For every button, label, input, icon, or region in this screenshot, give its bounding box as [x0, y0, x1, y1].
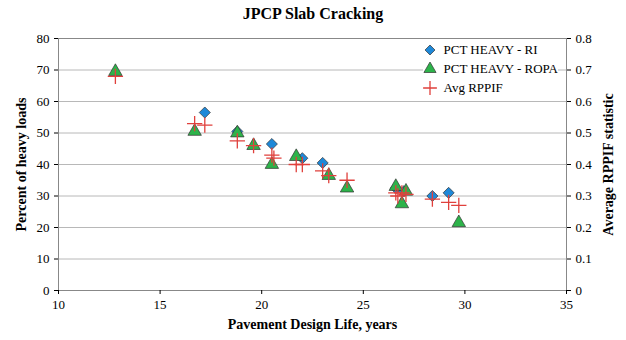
- svg-text:0.1: 0.1: [576, 251, 592, 266]
- svg-text:0.7: 0.7: [576, 62, 593, 77]
- svg-text:30: 30: [37, 188, 50, 203]
- svg-text:0.3: 0.3: [576, 188, 592, 203]
- svg-text:0.5: 0.5: [576, 125, 592, 140]
- svg-text:50: 50: [37, 125, 50, 140]
- svg-text:40: 40: [37, 157, 50, 172]
- svg-text:10: 10: [52, 297, 65, 312]
- svg-text:Percent of heavy loads: Percent of heavy loads: [14, 97, 29, 231]
- svg-text:0.2: 0.2: [576, 220, 592, 235]
- html-text:PCT HEAVY - ROPA: PCT HEAVY - ROPA: [443, 60, 558, 76]
- svg-text:10: 10: [37, 251, 50, 266]
- svg-text:0.6: 0.6: [576, 94, 593, 109]
- svg-text:25: 25: [357, 297, 370, 312]
- svg-text:20: 20: [37, 220, 50, 235]
- svg-text:80: 80: [37, 31, 50, 46]
- svg-text:60: 60: [37, 94, 50, 109]
- svg-text:35: 35: [560, 297, 573, 312]
- svg-text:Pavement Design Life, years: Pavement Design Life, years: [228, 317, 398, 332]
- svg-text:15: 15: [154, 297, 167, 312]
- html-text:JPCP Slab Cracking: JPCP Slab Cracking: [242, 5, 384, 22]
- svg-text:0: 0: [576, 283, 583, 298]
- svg-text:Average RPPIF statistic: Average RPPIF statistic: [601, 93, 616, 235]
- html-text:PCT HEAVY - RI: PCT HEAVY - RI: [443, 41, 538, 57]
- svg-text:0.4: 0.4: [576, 157, 593, 172]
- html-text:Avg RPPIF: Avg RPPIF: [443, 79, 503, 95]
- svg-text:20: 20: [255, 297, 268, 312]
- svg-text:0.8: 0.8: [576, 31, 592, 46]
- svg-text:30: 30: [458, 297, 471, 312]
- svg-text:0: 0: [43, 283, 50, 298]
- svg-text:70: 70: [37, 62, 50, 77]
